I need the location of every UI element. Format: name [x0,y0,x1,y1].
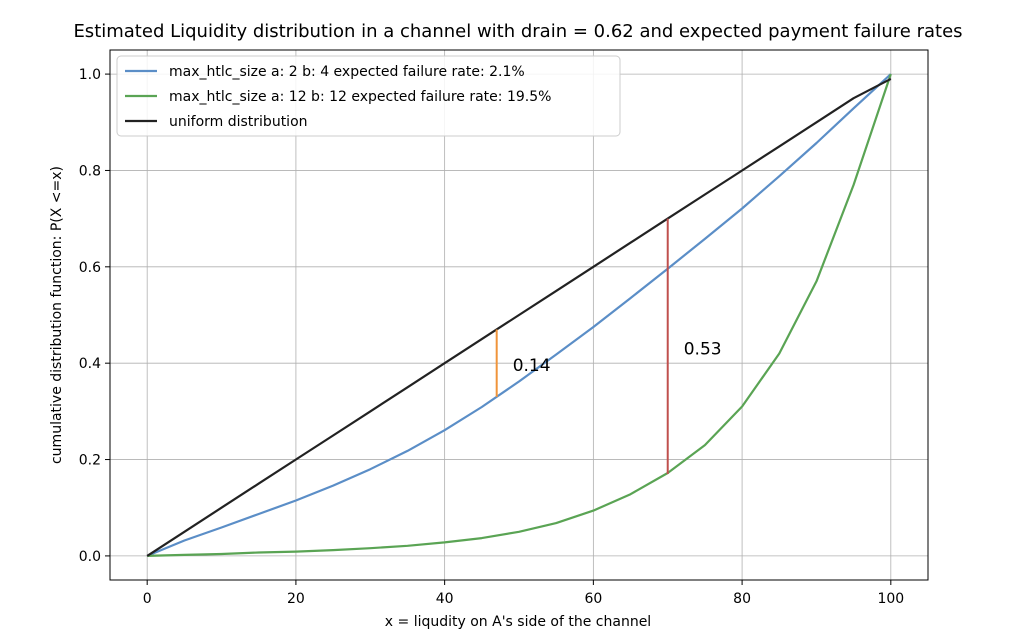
x-tick-label: 20 [287,591,305,607]
x-tick-label: 0 [143,591,152,607]
axis-ticks: 0 20 40 60 80 100 0.0 0.2 0.4 0.6 0.8 1.0 [79,67,904,607]
y-tick-label: 0.8 [79,163,101,179]
plot-area-frame [109,49,929,581]
legend-label-1: max_htlc_size a: 12 b: 12 expected failu… [169,89,551,105]
y-axis-label: cumulative distribution function: P(X <=… [49,166,65,464]
series-line-2 [146,77,892,557]
x-tick-label: 40 [436,591,454,607]
annotation-label-0: 0.14 [513,356,551,376]
chart-title: Estimated Liquidity distribution in a ch… [73,21,962,42]
legend-label-2: uniform distribution [169,114,308,130]
series-line-0 [146,73,892,557]
y-tick-label: 0.4 [79,356,101,372]
y-tick-label: 0.6 [79,260,101,276]
annotation-label-1: 0.53 [684,339,722,359]
series-lines [146,73,892,557]
x-tick-label: 80 [733,591,751,607]
x-axis-label: x = liqudity on A's side of the channel [385,614,651,630]
legend-box [116,55,621,137]
legend: max_htlc_size a: 2 b: 4 expected failure… [116,55,621,137]
series-line-1 [147,73,892,557]
y-tick-label: 0.2 [79,453,101,469]
x-tick-label: 60 [584,591,602,607]
y-tick-label: 1.0 [79,67,101,83]
legend-label-0: max_htlc_size a: 2 b: 4 expected failure… [169,64,525,80]
annotations: 0.14 0.53 [495,218,722,474]
y-tick-label: 0.0 [79,549,101,565]
x-tick-label: 100 [877,591,904,607]
